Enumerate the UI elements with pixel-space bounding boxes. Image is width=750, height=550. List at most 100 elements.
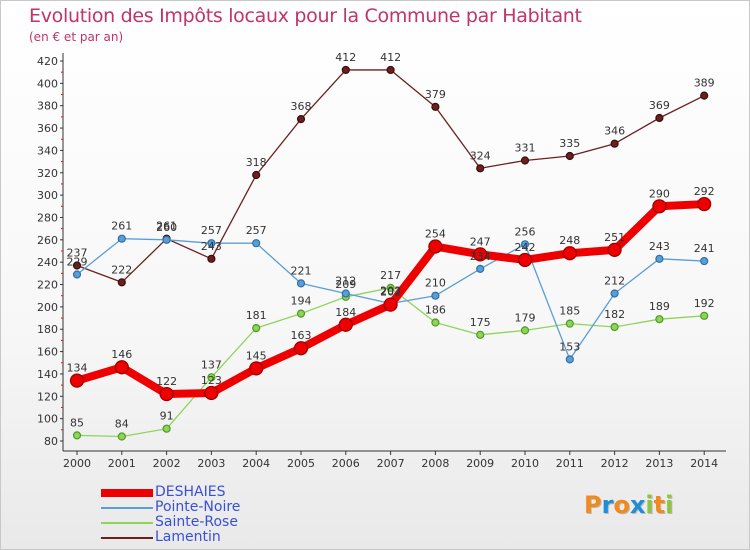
x-tick-label: 2002: [153, 457, 181, 470]
data-label: 184: [335, 306, 356, 319]
chart-title: Evolution des Impôts locaux pour la Comm…: [29, 5, 582, 27]
legend-swatch: [101, 537, 153, 539]
data-point: [117, 432, 126, 441]
legend-label: Lamentin: [155, 529, 221, 545]
data-label: 85: [70, 416, 84, 429]
data-point: [655, 113, 664, 123]
y-tick-label: 420: [37, 55, 58, 68]
data-label: 209: [335, 278, 356, 291]
x-tick-label: 2012: [601, 457, 629, 470]
y-tick-label: 80: [44, 435, 58, 448]
data-label: 261: [156, 220, 177, 233]
legend-swatch: [101, 522, 153, 524]
data-label: 163: [291, 329, 312, 342]
legend-label: DESHAIES: [155, 484, 226, 500]
logo-letter: x: [629, 491, 646, 519]
logo-letter: o: [613, 491, 630, 519]
data-point: [293, 341, 309, 356]
data-label: 146: [111, 348, 132, 361]
data-point: [610, 139, 619, 148]
data-point: [159, 386, 174, 402]
y-tick-label: 320: [37, 167, 58, 180]
y-tick-label: 300: [37, 189, 58, 202]
data-label: 202: [380, 286, 401, 299]
data-label: 412: [380, 51, 401, 64]
data-label: 137: [201, 358, 222, 371]
x-tick-label: 2001: [108, 457, 136, 470]
data-point: [341, 65, 350, 75]
data-label: 369: [649, 99, 670, 112]
data-point: [520, 326, 530, 335]
data-label: 212: [604, 274, 625, 287]
data-point: [610, 322, 619, 332]
y-tick-label: 200: [37, 301, 58, 314]
data-label: 248: [559, 234, 580, 247]
data-label: 221: [291, 264, 312, 277]
data-point: [338, 317, 353, 332]
data-point: [565, 151, 574, 161]
data-point: [72, 261, 82, 270]
data-point: [431, 102, 440, 111]
data-point: [207, 239, 216, 248]
data-label: 134: [67, 362, 88, 375]
x-tick-label: 2004: [242, 457, 270, 470]
data-label: 412: [335, 51, 356, 64]
data-label: 324: [470, 149, 491, 162]
data-label: 182: [604, 308, 625, 321]
data-point: [296, 279, 306, 288]
data-label: 210: [425, 277, 446, 290]
data-label: 242: [515, 241, 536, 254]
data-point: [697, 196, 712, 212]
logo-letter: i: [645, 491, 654, 519]
data-label: 261: [111, 220, 132, 233]
x-tick-label: 2011: [556, 457, 584, 470]
data-point: [252, 239, 261, 248]
data-point: [252, 324, 261, 333]
data-label: 122: [156, 375, 177, 388]
legend-swatch: [101, 507, 153, 509]
y-tick-label: 260: [37, 234, 58, 247]
data-point: [517, 252, 533, 268]
data-label: 254: [425, 228, 446, 241]
x-tick-label: 2013: [645, 457, 673, 470]
data-point: [428, 239, 443, 254]
data-label: 290: [649, 187, 670, 200]
y-tick-label: 380: [37, 100, 58, 113]
data-label: 222: [111, 263, 132, 276]
data-label: 189: [649, 300, 670, 313]
data-point: [69, 373, 85, 388]
data-point: [431, 318, 440, 327]
y-tick-label: 280: [37, 211, 58, 224]
data-point: [296, 309, 306, 318]
data-point: [72, 270, 82, 279]
y-tick-label: 160: [37, 346, 58, 359]
data-label: 389: [694, 77, 715, 90]
logo-letter: t: [653, 491, 666, 519]
data-point: [700, 311, 709, 320]
data-label: 185: [559, 305, 580, 318]
data-label: 91: [160, 410, 174, 423]
data-label: 379: [425, 88, 446, 101]
data-point: [655, 254, 664, 263]
legend-swatch: [101, 489, 153, 497]
data-point: [652, 199, 667, 214]
data-label: 318: [246, 156, 267, 169]
y-tick-label: 140: [37, 368, 58, 381]
data-label: 84: [115, 418, 129, 431]
x-tick-label: 2003: [197, 457, 225, 470]
data-label: 331: [515, 141, 536, 154]
data-point: [562, 246, 577, 261]
logo-letter: i: [665, 491, 674, 519]
data-point: [207, 254, 216, 263]
data-label: 257: [201, 224, 222, 237]
data-point: [296, 115, 306, 124]
data-label: 194: [291, 295, 312, 308]
x-tick-label: 2000: [63, 457, 91, 470]
data-point: [341, 289, 350, 298]
data-label: 153: [559, 340, 580, 353]
chart-subtitle: (en € et par an): [29, 30, 124, 44]
y-tick-label: 360: [37, 122, 58, 135]
data-label: 292: [694, 185, 715, 198]
data-point: [162, 424, 171, 433]
